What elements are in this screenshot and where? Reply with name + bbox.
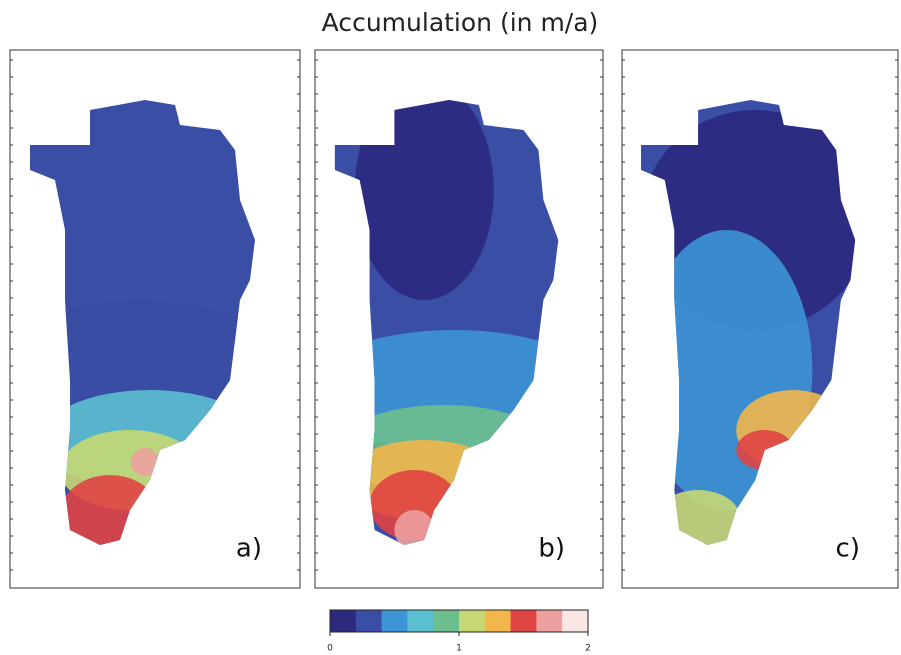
colorbar-segment [536,610,563,632]
map [641,100,856,545]
field-region [131,448,159,476]
panel-label: c) [836,534,860,564]
colorbar-segment [562,610,589,632]
colorbar-tick-label: 0 [327,644,333,654]
figure-title: Accumulation (in m/a) [322,8,599,37]
colorbar-segment [484,610,512,632]
colorbar-segment [459,610,486,632]
panel-label: a) [236,534,262,564]
colorbar-segment [510,610,537,632]
colorbar-segment [381,610,408,632]
field [641,110,856,545]
colorbar-segment [433,610,460,632]
colorbar-segment [407,610,434,632]
panel-label: b) [538,534,565,564]
colorbar-tick-label: 1 [456,644,462,654]
colorbar-segment [355,610,383,632]
colorbar-segment [330,610,357,632]
colorbar-tick-label: 2 [585,644,591,654]
